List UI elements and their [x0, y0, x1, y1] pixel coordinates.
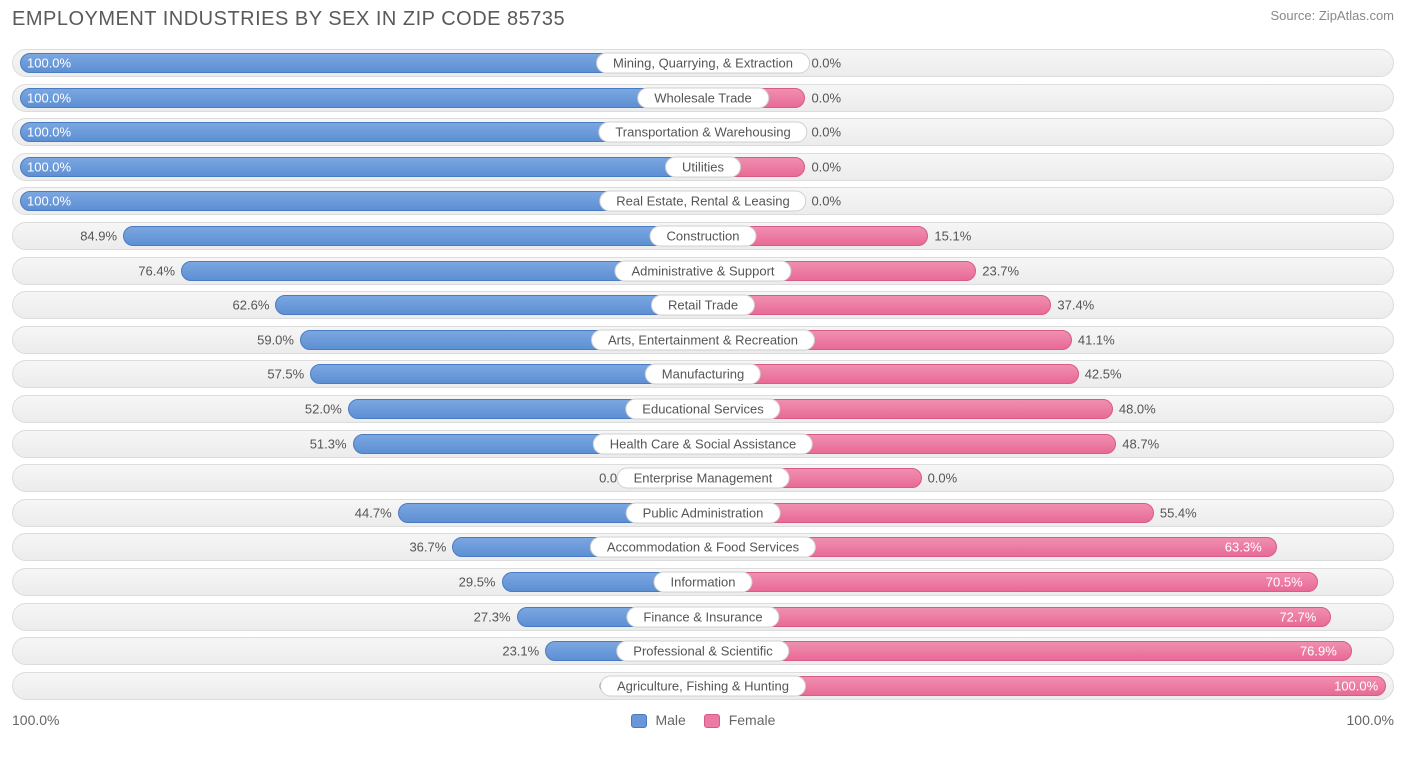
legend-female: Female	[704, 712, 776, 728]
female-pct-label: 23.7%	[982, 263, 1019, 278]
female-pct-label: 0.0%	[811, 194, 841, 209]
male-pct-label: 23.1%	[502, 644, 539, 659]
legend-female-label: Female	[729, 712, 776, 728]
industry-label: Enterprise Management	[617, 468, 790, 489]
industry-label: Health Care & Social Assistance	[593, 433, 813, 454]
female-pct-label: 0.0%	[811, 56, 841, 71]
legend-male-label: Male	[655, 712, 685, 728]
female-bar	[703, 572, 1318, 592]
female-pct-label: 42.5%	[1085, 367, 1122, 382]
female-pct-label: 100.0%	[1334, 678, 1378, 693]
male-pct-label: 44.7%	[355, 505, 392, 520]
male-pct-label: 100.0%	[27, 194, 71, 209]
female-pct-label: 48.0%	[1119, 401, 1156, 416]
female-pct-label: 15.1%	[934, 228, 971, 243]
male-pct-label: 29.5%	[459, 574, 496, 589]
industry-label: Professional & Scientific	[616, 641, 789, 662]
female-bar	[703, 295, 1051, 315]
male-pct-label: 100.0%	[27, 56, 71, 71]
male-pct-label: 27.3%	[474, 609, 511, 624]
chart-row: 27.3% 72.7% Finance & Insurance	[12, 603, 1394, 631]
female-pct-label: 70.5%	[1266, 574, 1303, 589]
industry-label: Educational Services	[625, 398, 780, 419]
industry-label: Manufacturing	[645, 364, 761, 385]
female-pct-label: 63.3%	[1225, 540, 1262, 555]
chart-row: 29.5% 70.5% Information	[12, 568, 1394, 596]
female-pct-label: 0.0%	[811, 125, 841, 140]
industry-label: Arts, Entertainment & Recreation	[591, 329, 815, 350]
male-pct-label: 100.0%	[27, 159, 71, 174]
chart-title: EMPLOYMENT INDUSTRIES BY SEX IN ZIP CODE…	[12, 8, 565, 31]
male-pct-label: 57.5%	[267, 367, 304, 382]
chart-source: Source: ZipAtlas.com	[1270, 8, 1394, 23]
industry-label: Construction	[650, 225, 757, 246]
legend: Male Female	[631, 712, 776, 728]
male-bar	[20, 157, 703, 177]
male-pct-label: 100.0%	[27, 90, 71, 105]
chart-footer: 100.0% Male Female 100.0%	[12, 712, 1394, 728]
male-pct-label: 62.6%	[233, 298, 270, 313]
chart-row: 100.0% 0.0% Wholesale Trade	[12, 84, 1394, 112]
chart-header: EMPLOYMENT INDUSTRIES BY SEX IN ZIP CODE…	[12, 8, 1394, 31]
chart-row: 100.0% 0.0% Real Estate, Rental & Leasing	[12, 187, 1394, 215]
chart-row: 100.0% 0.0% Utilities	[12, 153, 1394, 181]
male-bar	[20, 88, 703, 108]
female-pct-label: 48.7%	[1122, 436, 1159, 451]
chart-row: 84.9% 15.1% Construction	[12, 222, 1394, 250]
chart-row: 36.7% 63.3% Accommodation & Food Services	[12, 533, 1394, 561]
industry-label: Administrative & Support	[614, 260, 791, 281]
industry-label: Finance & Insurance	[626, 606, 779, 627]
chart-row: 44.7% 55.4% Public Administration	[12, 499, 1394, 527]
chart-row: 76.4% 23.7% Administrative & Support	[12, 257, 1394, 285]
female-pct-label: 37.4%	[1057, 298, 1094, 313]
chart-row: 0.0%100.0%Agriculture, Fishing & Hunting	[12, 672, 1394, 700]
male-pct-label: 36.7%	[409, 540, 446, 555]
male-bar	[275, 295, 703, 315]
male-pct-label: 51.3%	[310, 436, 347, 451]
industry-label: Utilities	[665, 156, 741, 177]
axis-right-label: 100.0%	[1347, 712, 1394, 728]
chart-row: 100.0% 0.0%Mining, Quarrying, & Extractio…	[12, 49, 1394, 77]
industry-label: Accommodation & Food Services	[590, 537, 816, 558]
female-swatch	[704, 714, 720, 728]
female-pct-label: 0.0%	[928, 471, 958, 486]
industry-label: Transportation & Warehousing	[598, 122, 807, 143]
chart-body: 100.0%0.0%Mining, Quarrying, & Extractio…	[12, 49, 1394, 700]
female-pct-label: 72.7%	[1279, 609, 1316, 624]
chart-row: 59.0% 41.1% Arts, Entertainment & Recreati…	[12, 326, 1394, 354]
industry-label: Public Administration	[626, 502, 781, 523]
male-swatch	[631, 714, 647, 728]
female-pct-label: 41.1%	[1078, 332, 1115, 347]
chart-row: 23.1% 76.9% Professional & Scientific	[12, 637, 1394, 665]
industry-label: Retail Trade	[651, 295, 755, 316]
male-pct-label: 100.0%	[27, 125, 71, 140]
male-pct-label: 59.0%	[257, 332, 294, 347]
female-bar	[703, 607, 1331, 627]
female-pct-label: 76.9%	[1300, 644, 1337, 659]
industry-label: Information	[653, 571, 752, 592]
chart-row: 52.0% 48.0% Educational Services	[12, 395, 1394, 423]
male-pct-label: 84.9%	[80, 228, 117, 243]
legend-male: Male	[631, 712, 686, 728]
chart-row: 0.0%0.0%Enterprise Management	[12, 464, 1394, 492]
industry-label: Wholesale Trade	[637, 87, 769, 108]
chart-row: 51.3% 48.7% Health Care & Social Assistanc…	[12, 430, 1394, 458]
female-bar	[703, 641, 1352, 661]
male-pct-label: 52.0%	[305, 401, 342, 416]
chart-row: 57.5% 42.5% Manufacturing	[12, 360, 1394, 388]
female-pct-label: 0.0%	[811, 159, 841, 174]
industry-label: Real Estate, Rental & Leasing	[599, 191, 806, 212]
male-pct-label: 76.4%	[138, 263, 175, 278]
chart-row: 100.0% 0.0% Transportation & Warehousing	[12, 118, 1394, 146]
female-pct-label: 0.0%	[811, 90, 841, 105]
industry-label: Mining, Quarrying, & Extraction	[596, 53, 810, 74]
industry-label: Agriculture, Fishing & Hunting	[600, 675, 806, 696]
female-pct-label: 55.4%	[1160, 505, 1197, 520]
male-bar	[123, 226, 703, 246]
chart-row: 62.6% 37.4% Retail Trade	[12, 291, 1394, 319]
axis-left-label: 100.0%	[12, 712, 59, 728]
